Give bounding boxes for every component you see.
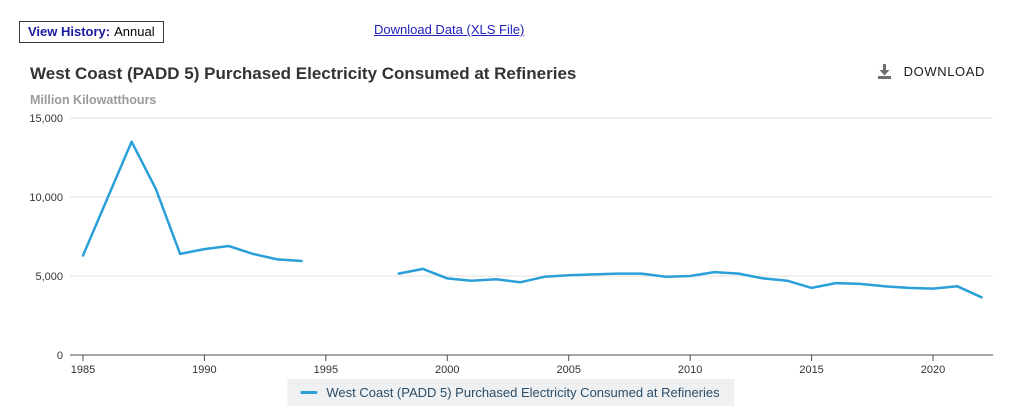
y-axis-tick-label: 5,000 xyxy=(35,271,63,283)
download-data-link[interactable]: Download Data (XLS File) xyxy=(374,22,525,37)
view-history-control[interactable]: View History: Annual xyxy=(19,21,164,43)
y-axis-tick-label: 10,000 xyxy=(29,192,63,204)
legend-label: West Coast (PADD 5) Purchased Electricit… xyxy=(326,385,720,400)
x-axis-tick-label: 1990 xyxy=(192,364,216,376)
download-button-label: DOWNLOAD xyxy=(903,64,985,79)
x-axis-tick-label: 2000 xyxy=(435,364,459,376)
x-axis-tick-label: 2005 xyxy=(556,364,580,376)
y-axis-tick-label: 0 xyxy=(57,350,63,362)
page-title: West Coast (PADD 5) Purchased Electricit… xyxy=(30,64,577,83)
download-button[interactable]: DOWNLOAD xyxy=(876,63,985,80)
x-axis-tick-label: 1995 xyxy=(314,364,338,376)
y-axis-tick-label: 15,000 xyxy=(29,113,63,125)
chart-plot-area: 0 5,000 10,000 15,000 1985 1990 1995 2000 2005 20… xyxy=(0,105,1022,379)
series-line-segment[interactable] xyxy=(397,267,983,299)
series-line-segment[interactable] xyxy=(81,140,303,263)
line-swatch-icon xyxy=(300,391,318,394)
x-axis-tick-label: 2015 xyxy=(799,364,823,376)
legend-item[interactable]: West Coast (PADD 5) Purchased Electricit… xyxy=(287,379,735,406)
x-axis-tick-label: 2020 xyxy=(921,364,945,376)
x-axis-tick-label: 1985 xyxy=(71,364,95,376)
x-axis-tick-label: 2010 xyxy=(678,364,702,376)
units-label: Million Kilowatthours xyxy=(30,93,157,107)
download-icon xyxy=(876,63,893,80)
view-history-label: View History: xyxy=(28,24,111,39)
view-history-value: Annual xyxy=(114,24,155,39)
